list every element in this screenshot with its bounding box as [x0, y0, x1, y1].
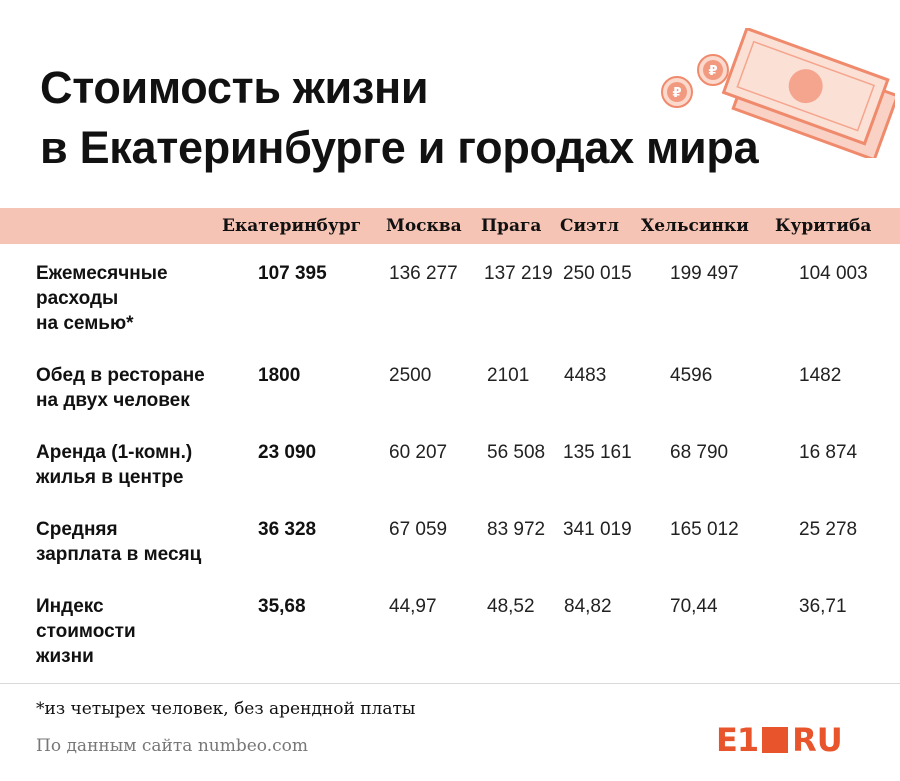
row-label-line: жизни — [36, 646, 94, 667]
row-label-line: расходы — [36, 288, 119, 309]
row-label-line: стоимости — [36, 621, 136, 642]
table-cell: 136 277 — [389, 263, 458, 284]
table-cell: 48,52 — [487, 596, 535, 617]
title-line-1: Стоимость жизни — [40, 62, 429, 113]
col-header-curitiba: Куритиба — [775, 216, 872, 236]
table-cell: 83 972 — [487, 519, 546, 540]
table-cell: 250 015 — [563, 263, 632, 284]
table-cell: 56 508 — [487, 442, 546, 463]
col-header-moscow: Москва — [386, 216, 462, 236]
table-cell: 25 278 — [799, 519, 858, 540]
row-label-line: Индекс — [36, 596, 104, 617]
title-line-2: в Екатеринбурге и городах мира — [40, 122, 759, 173]
page-title: Стоимость жизни в Екатеринбурге и города… — [40, 58, 759, 178]
table-cell: 341 019 — [563, 519, 632, 540]
row-label-cost-index: Индекс стоимости жизни — [36, 594, 246, 669]
table-cell: 68 790 — [670, 442, 729, 463]
table-cell: 165 012 — [670, 519, 739, 540]
svg-text:₽: ₽ — [708, 64, 717, 79]
row-label-rent: Аренда (1-комн.) жилья в центре — [36, 440, 246, 490]
logo-square-icon — [762, 727, 789, 753]
col-header-ekaterinburg: Екатеринбург — [222, 216, 362, 236]
row-label-line: на двух человек — [36, 390, 190, 411]
table-cell: 2500 — [389, 365, 432, 386]
table-cell: 4483 — [564, 365, 607, 386]
table-cell: 107 395 — [258, 263, 327, 284]
row-label-monthly-expenses: Ежемесячные расходы на семью* — [36, 261, 246, 336]
col-header-prague: Прага — [481, 216, 542, 236]
table-cell: 44,97 — [389, 596, 437, 617]
logo-text-left: E1 — [716, 721, 759, 759]
logo-text-right: RU — [792, 721, 843, 759]
e1-ru-logo[interactable]: E1 RU — [716, 721, 843, 759]
table-cell: 135 161 — [563, 442, 632, 463]
footnote: *из четырех человек, без арендной платы — [36, 699, 416, 719]
table-cell: 137 219 — [484, 263, 553, 284]
money-bills-coins-icon: ₽ ₽ — [661, 28, 895, 158]
table-cell: 1482 — [799, 365, 842, 386]
table-cell: 23 090 — [258, 442, 317, 463]
row-label-line: на семью* — [36, 313, 134, 334]
row-label-line: зарплата в месяц — [36, 544, 202, 565]
col-header-helsinki: Хельсинки — [641, 216, 749, 236]
row-label-line: Ежемесячные — [36, 263, 168, 284]
table-cell: 4596 — [670, 365, 713, 386]
col-header-seattle: Сиэтл — [560, 216, 620, 236]
svg-text:₽: ₽ — [672, 86, 681, 101]
footer-divider — [0, 683, 900, 684]
table-cell: 70,44 — [670, 596, 718, 617]
table-cell: 1800 — [258, 365, 301, 386]
table-cell: 35,68 — [258, 596, 306, 617]
table-cell: 36,71 — [799, 596, 847, 617]
table-cell: 84,82 — [564, 596, 612, 617]
row-label-line: Обед в ресторане — [36, 365, 205, 386]
table-cell: 16 874 — [799, 442, 858, 463]
table-cell: 36 328 — [258, 519, 317, 540]
row-label-line: жилья в центре — [36, 467, 184, 488]
row-label-restaurant-dinner: Обед в ресторане на двух человек — [36, 363, 246, 413]
table-cell: 60 207 — [389, 442, 448, 463]
table-header-band — [0, 208, 900, 244]
table-cell: 67 059 — [389, 519, 448, 540]
table-cell: 199 497 — [670, 263, 739, 284]
row-label-line: Аренда (1-комн.) — [36, 442, 193, 463]
table-cell: 104 003 — [799, 263, 868, 284]
table-cell: 2101 — [487, 365, 530, 386]
source-note: По данным сайта numbeo.com — [36, 736, 308, 756]
row-label-salary: Средняя зарплата в месяц — [36, 517, 246, 567]
row-label-line: Средняя — [36, 519, 118, 540]
